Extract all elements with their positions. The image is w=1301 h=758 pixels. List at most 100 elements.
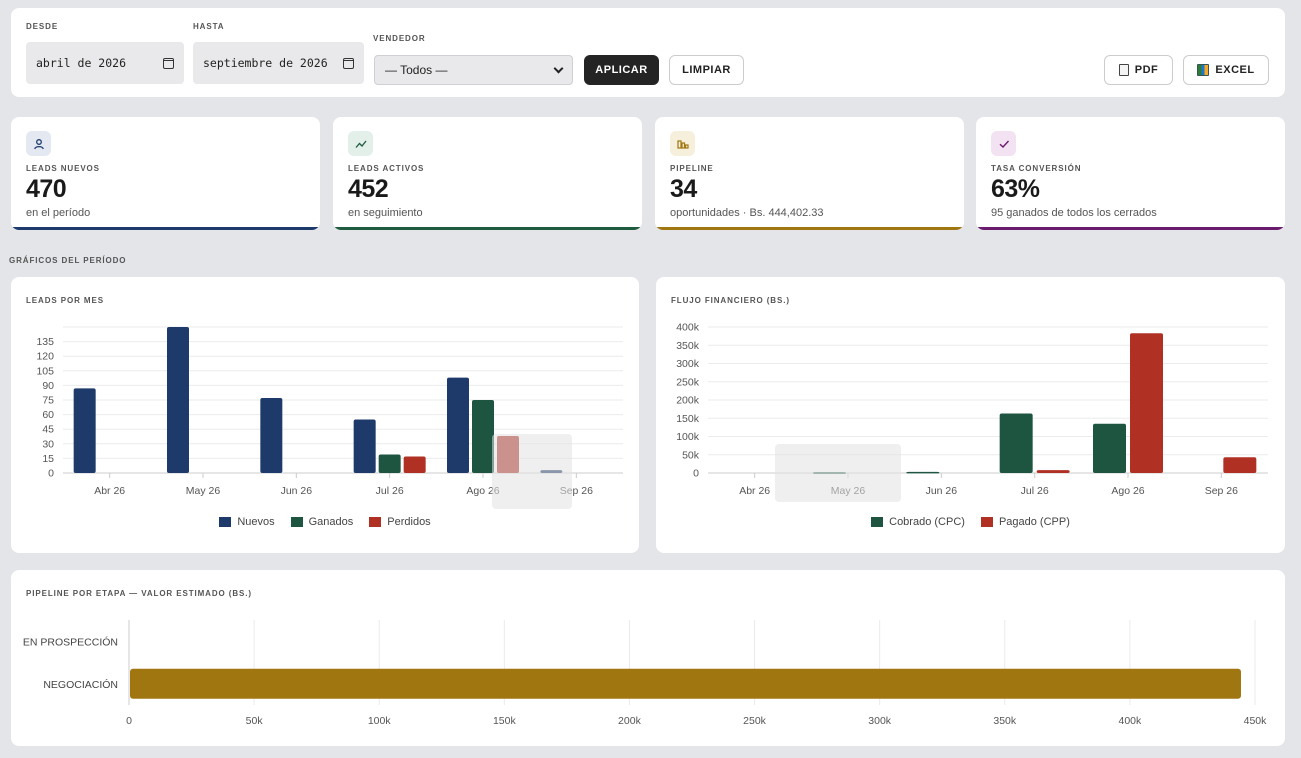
- legend-swatch: [219, 517, 232, 527]
- hasta-date-input[interactable]: septiembre de 2026: [193, 42, 364, 84]
- kpi-card-leads-nuevos: LEADS NUEVOS 470 en el período: [11, 117, 320, 230]
- legend-swatch: [871, 517, 884, 527]
- bar-negociacion: [130, 668, 1241, 699]
- limpiar-button[interactable]: LIMPIAR: [669, 55, 744, 85]
- legend-label: Perdidos: [387, 516, 431, 528]
- hover-tooltip-shadow: [775, 444, 901, 502]
- section-title: GRÁFICOS DEL PERÍODO: [9, 256, 127, 265]
- y-tick-label: 200k: [676, 395, 700, 407]
- x-tick-label: Ago 26: [1111, 485, 1144, 497]
- x-tick-label: 50k: [246, 715, 264, 727]
- legend-label: Pagado (CPP): [998, 516, 1070, 528]
- y-tick-label: 250k: [676, 376, 700, 388]
- pdf-label: PDF: [1134, 64, 1159, 76]
- y-tick-label: 300k: [676, 358, 700, 370]
- excel-button[interactable]: EXCEL: [1183, 55, 1269, 85]
- bar-nuevos: [353, 419, 376, 473]
- y-tick-label: 100k: [676, 431, 700, 443]
- x-tick-label: 450k: [1244, 715, 1268, 727]
- x-tick-label: Abr 26: [739, 485, 770, 497]
- vendedor-select[interactable]: — Todos —: [374, 55, 573, 85]
- y-tick-label: 60: [42, 409, 54, 421]
- legend-swatch: [980, 517, 993, 527]
- funnel-icon: [670, 131, 695, 156]
- kpi-accent-bar: [976, 227, 1285, 230]
- kpi-label: LEADS NUEVOS: [26, 164, 100, 173]
- chart-title: FLUJO FINANCIERO (BS.): [671, 296, 790, 305]
- trend-icon: [348, 131, 373, 156]
- kpi-value: 63%: [991, 175, 1040, 203]
- bar-perdidos: [403, 456, 426, 473]
- desde-value: abril de 2026: [36, 56, 127, 70]
- kpi-accent-bar: [11, 227, 320, 230]
- bar-pagado-cpp-: [1036, 470, 1070, 473]
- x-tick-label: 100k: [368, 715, 392, 727]
- x-tick-label: Sep 26: [1205, 485, 1238, 497]
- chevron-down-icon: [553, 63, 564, 73]
- calendar-icon[interactable]: [163, 57, 174, 69]
- kpi-value: 34: [670, 175, 697, 203]
- y-tick-label: 50k: [682, 449, 700, 461]
- x-tick-label: May 26: [186, 485, 221, 497]
- legend-item[interactable]: Perdidos: [369, 516, 431, 528]
- x-tick-label: Ago 26: [466, 485, 499, 497]
- pdf-button[interactable]: PDF: [1104, 55, 1173, 85]
- desde-label: DESDE: [26, 22, 59, 31]
- spreadsheet-icon: [1197, 64, 1210, 76]
- kpi-label: PIPELINE: [670, 164, 714, 173]
- filter-bar: DESDE abril de 2026 HASTA septiembre de …: [11, 8, 1285, 97]
- aplicar-button[interactable]: APLICAR: [584, 55, 659, 85]
- kpi-subtext: en seguimiento: [348, 207, 423, 219]
- kpi-accent-bar: [333, 227, 642, 230]
- y-tick-label: 0: [693, 468, 699, 480]
- y-tick-label: 350k: [676, 340, 700, 352]
- legend-label: Cobrado (CPC): [889, 516, 965, 528]
- legend-swatch: [290, 517, 303, 527]
- x-tick-label: 0: [126, 715, 132, 727]
- y-tick-label: 150k: [676, 413, 700, 425]
- bar-nuevos: [167, 327, 189, 473]
- x-tick-label: Jul 26: [376, 485, 404, 497]
- calendar-icon[interactable]: [343, 57, 354, 69]
- x-tick-label: Jul 26: [1021, 485, 1049, 497]
- hover-tooltip-shadow: [492, 434, 572, 509]
- document-icon: [1118, 64, 1129, 76]
- bar-cobrado-cpc-: [999, 413, 1033, 473]
- y-tick-label: 400k: [676, 322, 700, 334]
- chart-legend: Nuevos Ganados Perdidos: [11, 516, 639, 528]
- chart-card-pipeline-por-etapa: PIPELINE POR ETAPA — VALOR ESTIMADO (BS.…: [11, 570, 1285, 746]
- legend-swatch: [369, 517, 382, 527]
- x-tick-label: Jun 26: [281, 485, 313, 497]
- bar-cobrado-cpc-: [1093, 423, 1126, 473]
- legend-item[interactable]: Nuevos: [219, 516, 275, 528]
- bar-nuevos: [447, 377, 469, 473]
- user-icon: [26, 131, 51, 156]
- legend-item[interactable]: Cobrado (CPC): [871, 516, 965, 528]
- kpi-value: 452: [348, 175, 389, 203]
- y-tick-label: 45: [42, 424, 54, 436]
- y-tick-label: 135: [36, 336, 54, 348]
- vendedor-label: VENDEDOR: [373, 34, 426, 43]
- kpi-value: 470: [26, 175, 67, 203]
- y-tick-label: NEGOCIACIÓN: [43, 678, 118, 691]
- x-tick-label: 400k: [1118, 715, 1142, 727]
- y-tick-label: 15: [42, 453, 54, 465]
- bar-pagado-cpp-: [1223, 457, 1257, 473]
- legend-label: Ganados: [308, 516, 354, 528]
- legend-item[interactable]: Pagado (CPP): [980, 516, 1070, 528]
- kpi-card-leads-activos: LEADS ACTIVOS 452 en seguimiento: [333, 117, 642, 230]
- chart-title: PIPELINE POR ETAPA — VALOR ESTIMADO (BS.…: [26, 589, 252, 598]
- y-tick-label: 30: [42, 438, 54, 450]
- bar-cobrado-cpc-: [906, 471, 940, 474]
- y-tick-label: 90: [42, 380, 54, 392]
- legend-item[interactable]: Ganados: [290, 516, 354, 528]
- legend-label: Nuevos: [237, 516, 275, 528]
- vendedor-value: — Todos —: [385, 63, 448, 77]
- bar-ganados: [378, 454, 401, 473]
- y-tick-label: 105: [36, 365, 54, 377]
- hasta-label: HASTA: [193, 22, 225, 31]
- kpi-label: TASA CONVERSIÓN: [991, 164, 1082, 173]
- desde-date-input[interactable]: abril de 2026: [26, 42, 184, 84]
- excel-label: EXCEL: [1215, 64, 1255, 76]
- kpi-subtext: oportunidades · Bs. 444,402.33: [670, 207, 824, 219]
